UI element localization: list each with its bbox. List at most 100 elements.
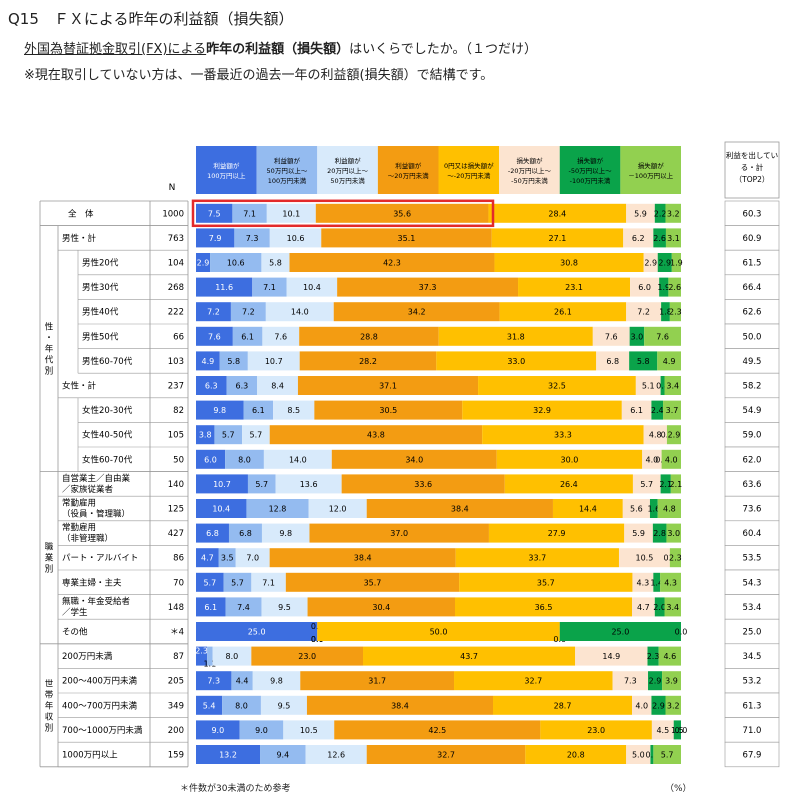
bar-label-7: 4.8 <box>663 505 676 514</box>
bar-segment-5 <box>632 695 652 715</box>
bar-segment-5 <box>622 499 650 518</box>
bar-segment-5 <box>618 548 670 568</box>
bar-label-0: 25.0 <box>248 628 266 637</box>
bar-segment-5 <box>630 277 660 297</box>
bar-segment-3 <box>269 425 483 445</box>
row-n-17: ＊4 <box>170 628 184 638</box>
bar-label-7: 4.3 <box>664 578 677 587</box>
bar-segment-0 <box>196 646 208 666</box>
top2-cell <box>724 471 780 497</box>
bar-segment-5 <box>623 228 654 248</box>
bar-label-0: 3.8 <box>199 431 212 440</box>
bar-label-4: 33.7 <box>528 554 546 563</box>
bar-label-0: 7.3 <box>207 677 220 686</box>
bar-label-6: 2.1 <box>659 480 672 489</box>
bar-label-1: 5.7 <box>231 578 244 587</box>
bar-label-4: 33.3 <box>554 431 572 440</box>
n-header: N <box>169 183 176 193</box>
row-label-12: （役員・管理職） <box>62 509 130 520</box>
row-label-21: 700～1000万円未満 <box>62 725 143 736</box>
bar-label-2: 12.6 <box>327 751 345 760</box>
bar-label-0: 4.7 <box>201 554 214 563</box>
bar-segment-4 <box>482 425 644 445</box>
group-label-1: 代 <box>45 355 54 366</box>
bar-segment-7 <box>661 449 681 469</box>
bar-label-2: 14.0 <box>291 308 309 317</box>
bar-segment-4 <box>488 203 627 223</box>
top2-cell <box>724 397 780 423</box>
bar-segment-4 <box>494 253 644 272</box>
bar-label-0: 2.9 <box>197 259 210 268</box>
top2-cell <box>724 225 780 251</box>
bar-segment-6 <box>651 695 666 715</box>
bar-label-7: 0.0 <box>675 726 688 735</box>
bar-label-3: 43.8 <box>367 431 385 440</box>
legend-label-3: ～20万円未満 <box>388 171 429 180</box>
bar-segment-4 <box>552 499 623 518</box>
bar-segment-4 <box>491 228 624 248</box>
legend-label-2: 利益額が <box>335 156 362 165</box>
bar-label-1: 1.1 <box>203 660 216 669</box>
bar-segment-3 <box>269 548 456 568</box>
bar-segment-3 <box>333 302 500 322</box>
bar-segment-4 <box>493 695 633 715</box>
top2-value-12: 73.6 <box>743 505 762 515</box>
bar-label-7: 2.3 <box>669 554 682 563</box>
bar-label-5: 4.5 <box>656 726 669 735</box>
top2-cell <box>724 520 780 546</box>
bar-label-7: 4.6 <box>663 652 676 661</box>
top2-value-14: 53.5 <box>743 554 762 564</box>
bar-label-4: 36.5 <box>535 603 553 612</box>
legend-label-6: 損失額が <box>577 156 604 165</box>
bar-segment-2 <box>305 745 367 764</box>
bar-label-5: 5.9 <box>632 529 645 538</box>
bar-label-7: 3.2 <box>667 701 680 710</box>
bar-segment-6 <box>651 400 664 420</box>
bar-segment-4 <box>525 745 627 764</box>
top2-cell <box>724 446 780 472</box>
bar-segment-2 <box>251 572 286 592</box>
bar-label-0: 4.9 <box>202 357 215 366</box>
bar-label-5: 7.3 <box>624 677 637 686</box>
bar-label-3: 35.1 <box>398 234 416 243</box>
bar-label-0: 6.8 <box>206 529 219 538</box>
legend-label-7: 損失額が <box>638 161 665 170</box>
bar-label-2: 8.0 <box>226 652 239 661</box>
row-n-9: 105 <box>168 431 184 441</box>
row-n-8: 82 <box>173 406 184 416</box>
bar-label-5: 5.9 <box>634 209 647 218</box>
bar-segment-4 <box>496 449 643 469</box>
bar-segment-5 <box>596 351 630 371</box>
row-n-11: 140 <box>168 480 184 490</box>
legend-label-0: 利益額が <box>213 161 240 170</box>
bar-segment-7 <box>671 253 681 272</box>
bar-segment-1 <box>232 326 263 346</box>
row-n-16: 148 <box>168 603 184 613</box>
bar-segment-7 <box>665 695 681 715</box>
bar-label-1: 4.4 <box>236 677 249 686</box>
bar-segment-2 <box>269 228 322 248</box>
row-n-2: 104 <box>168 259 184 269</box>
bar-label-6: 5.8 <box>637 357 650 366</box>
top2-cell <box>724 200 780 226</box>
top2-value-10: 62.0 <box>743 455 762 465</box>
bar-label-5: 6.1 <box>630 406 643 415</box>
bar-label-1: 7.3 <box>246 234 259 243</box>
bar-label-0: 5.4 <box>203 701 216 710</box>
legend-label-0: 100万円以上 <box>207 171 246 180</box>
bar-segment-7 <box>644 326 681 346</box>
top2-header-box <box>724 141 780 199</box>
bar-label-4: 26.1 <box>554 308 572 317</box>
bar-segment-4 <box>462 400 622 420</box>
bar-label-6: 1.4 <box>650 578 663 587</box>
bar-label-4: 23.1 <box>565 283 583 292</box>
bar-label-1: 9.0 <box>255 726 268 735</box>
top2-value-9: 59.0 <box>743 431 762 441</box>
bar-segment-4 <box>518 277 631 297</box>
bar-segment-3 <box>289 253 495 272</box>
bar-segment-6 <box>647 646 659 666</box>
bar-label-1: 12.8 <box>269 505 287 514</box>
bar-segment-7 <box>670 474 681 494</box>
bar-segment-4 <box>317 622 560 641</box>
bar-label-7: 2.6 <box>668 283 681 292</box>
